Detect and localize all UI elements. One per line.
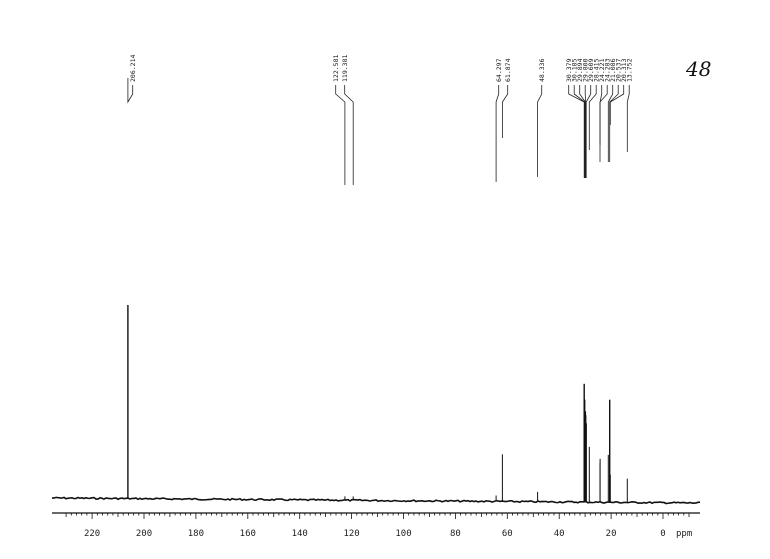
peak-leader-16 <box>609 85 625 125</box>
peak-label-1: 122.581 <box>332 55 340 82</box>
peak-leader-7 <box>573 85 586 178</box>
peak-label-8: 29.894 <box>576 58 584 82</box>
peak-label-14: 21.086 <box>609 58 617 82</box>
peak-labels: 206.214 122.581 119.381 64.297 61.874 48.336 3… <box>129 55 634 82</box>
x-tick-label-11: 0 <box>660 529 665 539</box>
peak-label-7: 30.185 <box>571 58 579 82</box>
peak-leader-5 <box>537 85 543 177</box>
x-tick-label-8: 60 <box>502 529 513 539</box>
peak-leader-13 <box>599 85 608 162</box>
peak-label-15: 20.537 <box>615 58 623 82</box>
peak-leader-6 <box>568 85 585 178</box>
x-tick-label-9: 40 <box>554 529 565 539</box>
x-tick-label-6: 100 <box>395 529 411 539</box>
peak-label-6: 30.379 <box>565 58 573 82</box>
x-tick-label-4: 140 <box>292 529 308 539</box>
peak-leader-9 <box>584 85 587 178</box>
peak-leader-15 <box>609 85 619 162</box>
spectrum-baseline <box>51 496 701 505</box>
peak-leader-1 <box>335 85 346 185</box>
peak-leader-10 <box>585 85 592 178</box>
peak-label-4: 61.874 <box>504 58 512 82</box>
peak-label-11: 28.415 <box>593 58 601 82</box>
x-axis-unit-label: ppm <box>676 529 692 539</box>
peak-leader-17 <box>626 85 630 152</box>
peak-leader-14 <box>607 85 614 162</box>
peak-leader-0 <box>127 78 134 104</box>
x-tick-label-2: 180 <box>188 529 204 539</box>
peak-leader-11 <box>588 85 597 150</box>
peak-label-5: 48.336 <box>538 58 546 82</box>
peak-leader-3 <box>495 85 500 182</box>
x-tick-label-5: 120 <box>343 529 359 539</box>
x-tick-label-10: 20 <box>606 529 617 539</box>
x-tick-label-1: 200 <box>136 529 152 539</box>
peak-leader-2 <box>344 85 354 185</box>
peak-label-10: 29.609 <box>587 58 595 82</box>
x-tick-label-0: 220 <box>84 529 100 539</box>
peak-label-12: 24.221 <box>598 58 606 82</box>
peak-label-3: 64.297 <box>495 58 503 82</box>
handwritten-sample-number: 48 <box>685 57 711 81</box>
peak-label-13: 24.283 <box>604 58 612 82</box>
x-tick-label-3: 160 <box>240 529 256 539</box>
peak-label-0: 206.214 <box>129 55 137 82</box>
peaks-layer <box>127 305 628 503</box>
peak-label-9: 29.800 <box>582 58 590 82</box>
x-axis-tick-labels: 220 200 180 160 140 120 100 80 60 40 20 0 <box>84 529 666 539</box>
peak-label-leaders <box>127 78 630 185</box>
peak-label-2: 119.381 <box>341 55 349 82</box>
x-axis-ticks <box>65 513 690 519</box>
peak-leader-4 <box>502 85 509 138</box>
peak-label-17: 13.752 <box>626 58 634 82</box>
x-tick-label-7: 80 <box>450 529 461 539</box>
peak-label-16: 20.313 <box>620 58 628 82</box>
